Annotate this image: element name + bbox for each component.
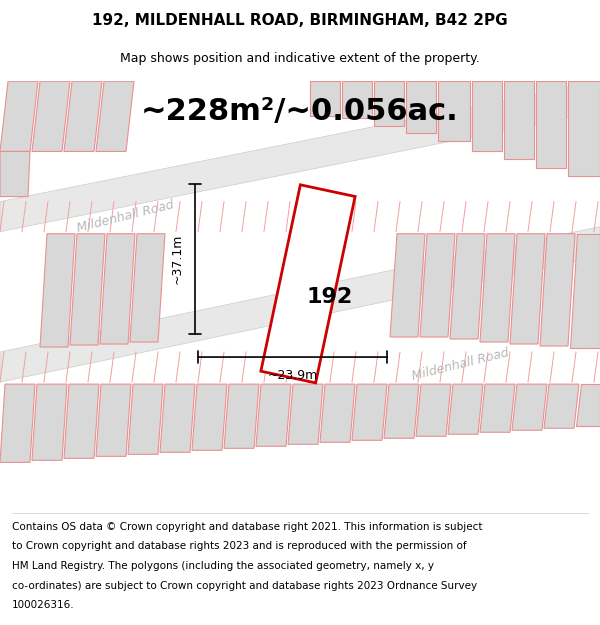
Polygon shape <box>70 234 105 345</box>
Polygon shape <box>224 384 259 448</box>
Polygon shape <box>448 384 483 434</box>
Polygon shape <box>40 234 75 347</box>
Text: ~37.1m: ~37.1m <box>170 234 184 284</box>
Text: 192, MILDENHALL ROAD, BIRMINGHAM, B42 2PG: 192, MILDENHALL ROAD, BIRMINGHAM, B42 2P… <box>92 12 508 28</box>
Polygon shape <box>438 81 470 141</box>
Polygon shape <box>512 384 547 430</box>
Polygon shape <box>310 81 340 116</box>
Polygon shape <box>128 384 163 454</box>
Polygon shape <box>64 384 99 458</box>
Polygon shape <box>390 234 425 337</box>
Polygon shape <box>420 234 455 337</box>
Polygon shape <box>374 81 404 126</box>
Text: 192: 192 <box>307 287 353 307</box>
Text: Contains OS data © Crown copyright and database right 2021. This information is : Contains OS data © Crown copyright and d… <box>12 521 482 531</box>
Polygon shape <box>472 81 502 151</box>
Polygon shape <box>32 384 67 461</box>
Polygon shape <box>96 384 131 456</box>
Polygon shape <box>480 384 515 432</box>
Text: 100026316.: 100026316. <box>12 600 74 610</box>
Polygon shape <box>544 384 579 428</box>
Text: co-ordinates) are subject to Crown copyright and database rights 2023 Ordnance S: co-ordinates) are subject to Crown copyr… <box>12 581 477 591</box>
Polygon shape <box>160 384 195 452</box>
Polygon shape <box>480 234 515 342</box>
Polygon shape <box>570 234 600 348</box>
Polygon shape <box>0 81 38 151</box>
Polygon shape <box>384 384 419 438</box>
Text: to Crown copyright and database rights 2023 and is reproduced with the permissio: to Crown copyright and database rights 2… <box>12 541 467 551</box>
Polygon shape <box>406 81 436 133</box>
Polygon shape <box>504 81 534 159</box>
Polygon shape <box>100 234 135 344</box>
Text: ~228m²/~0.056ac.: ~228m²/~0.056ac. <box>141 97 459 126</box>
Polygon shape <box>536 81 566 168</box>
Text: Mildenhall Road: Mildenhall Road <box>75 198 175 235</box>
Polygon shape <box>96 81 134 151</box>
Polygon shape <box>261 185 355 383</box>
Text: ~23.9m: ~23.9m <box>268 369 317 382</box>
Polygon shape <box>192 384 227 451</box>
Polygon shape <box>352 384 387 440</box>
Polygon shape <box>510 234 545 344</box>
Polygon shape <box>0 81 600 232</box>
Polygon shape <box>342 81 372 118</box>
Polygon shape <box>64 81 102 151</box>
Polygon shape <box>0 227 600 382</box>
Polygon shape <box>568 81 600 176</box>
Polygon shape <box>256 384 291 446</box>
Polygon shape <box>540 234 575 346</box>
Polygon shape <box>0 384 35 462</box>
Polygon shape <box>450 234 485 339</box>
Polygon shape <box>0 151 30 197</box>
Text: Mildenhall Road: Mildenhall Road <box>410 346 510 382</box>
Polygon shape <box>130 234 165 342</box>
Polygon shape <box>32 81 70 151</box>
Text: HM Land Registry. The polygons (including the associated geometry, namely x, y: HM Land Registry. The polygons (includin… <box>12 561 434 571</box>
Polygon shape <box>576 384 600 426</box>
Text: Map shows position and indicative extent of the property.: Map shows position and indicative extent… <box>120 52 480 65</box>
Polygon shape <box>320 384 355 442</box>
Polygon shape <box>288 384 323 444</box>
Polygon shape <box>416 384 451 436</box>
